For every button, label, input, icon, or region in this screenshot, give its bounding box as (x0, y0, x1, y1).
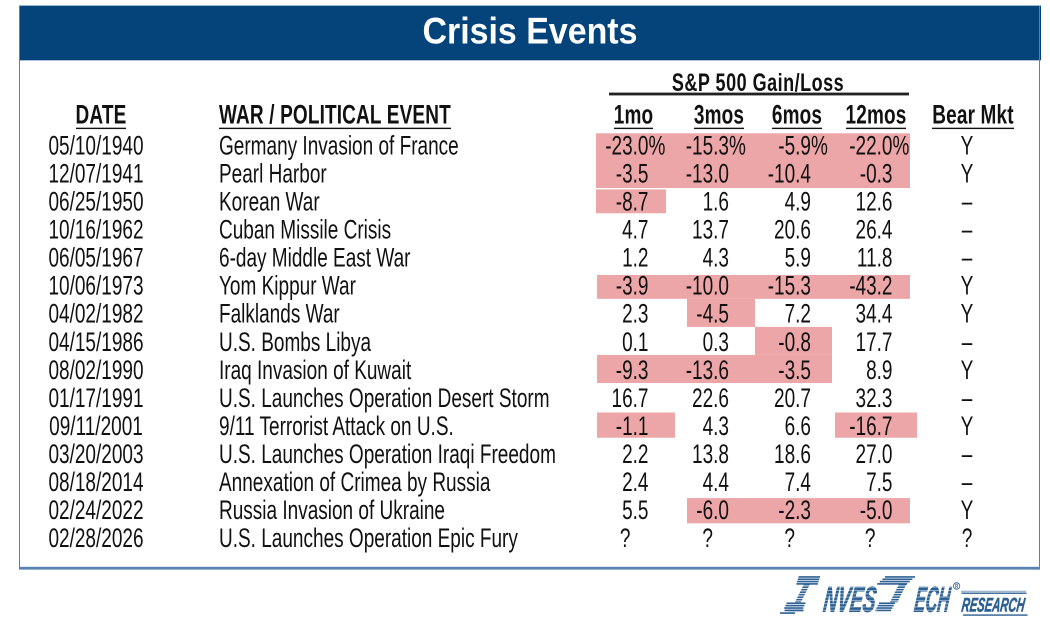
svg-text:R: R (955, 583, 958, 590)
svg-text:ECH: ECH (912, 579, 952, 618)
svg-text:NVES: NVES (821, 579, 878, 618)
svg-text:RESEARCH: RESEARCH (960, 593, 1026, 616)
